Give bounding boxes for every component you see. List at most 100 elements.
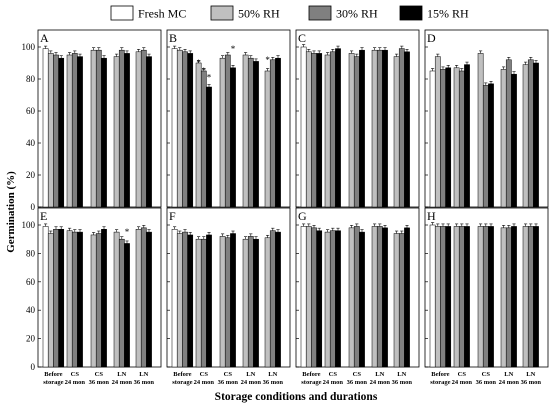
bar	[135, 51, 142, 208]
significance-marker: *	[231, 44, 236, 54]
x-tick-label: 24 mon	[112, 379, 133, 386]
significance-marker: *	[202, 66, 207, 76]
panel-b: *****B	[166, 29, 291, 208]
x-tick-label: CS	[95, 371, 104, 378]
significance-marker: *	[196, 58, 201, 68]
x-tick-label: LN	[504, 371, 513, 378]
x-tick-label: 36 mon	[89, 379, 110, 386]
bar	[371, 226, 378, 368]
x-tick-label: 36 mon	[218, 379, 239, 386]
bar	[171, 229, 178, 368]
bar	[124, 243, 130, 368]
x-tick-label: 36 mon	[521, 379, 542, 386]
panel-label: G	[298, 209, 307, 223]
bar	[242, 238, 249, 368]
x-tick-label: CS	[224, 371, 233, 378]
bar	[522, 226, 529, 368]
bar	[58, 229, 65, 368]
legend-swatch	[110, 5, 134, 21]
bar	[329, 51, 336, 208]
bar	[477, 53, 484, 208]
bar	[458, 70, 465, 208]
y-tick-label: 80	[26, 248, 36, 258]
bar	[311, 227, 317, 368]
bar	[224, 54, 231, 208]
bar	[90, 49, 97, 208]
bar	[146, 231, 152, 368]
y-tick-label: 40	[26, 138, 36, 148]
bar	[522, 64, 529, 208]
legend-swatch	[399, 5, 423, 21]
bar	[527, 226, 534, 368]
bar	[453, 226, 460, 368]
bar	[242, 54, 249, 208]
bar	[195, 238, 202, 368]
bar	[324, 54, 331, 208]
bar	[253, 238, 259, 368]
significance-marker: *	[265, 55, 270, 65]
bar	[253, 61, 259, 208]
x-tick-label: 24 mon	[65, 379, 86, 386]
bar	[206, 86, 212, 208]
x-tick-label: storage	[301, 379, 321, 386]
bar	[275, 57, 281, 208]
bar	[353, 226, 360, 368]
bar	[95, 233, 102, 368]
bar	[382, 49, 388, 208]
bar	[66, 230, 73, 368]
bar	[440, 69, 446, 208]
bar	[353, 56, 360, 208]
bar	[53, 54, 59, 208]
x-tick-label: CS	[353, 371, 362, 378]
bar	[53, 229, 59, 368]
bar	[445, 67, 452, 208]
bar	[219, 57, 226, 208]
panel-label: F	[169, 209, 176, 223]
x-tick-label: storage	[430, 379, 450, 386]
y-tick-label: 40	[26, 305, 36, 315]
bar	[195, 62, 202, 208]
bar	[482, 85, 489, 208]
bar	[300, 46, 307, 208]
x-tick-label: LN	[397, 371, 406, 378]
x-tick-label: LN	[117, 371, 126, 378]
bar	[511, 226, 517, 368]
bar	[404, 51, 410, 208]
bar	[429, 224, 436, 368]
bar	[500, 227, 507, 368]
bar	[77, 231, 83, 368]
bar	[118, 49, 125, 208]
bar	[329, 230, 336, 368]
bar	[124, 53, 130, 208]
bar	[348, 227, 355, 368]
bar	[505, 227, 512, 368]
bar	[182, 231, 188, 368]
bar	[187, 234, 194, 368]
x-tick-label: 24 mon	[323, 379, 344, 386]
bar	[376, 49, 383, 208]
x-tick-label: 24 mon	[241, 379, 262, 386]
x-tick-label: 36 mon	[476, 379, 497, 386]
y-tick-label: 0	[31, 202, 36, 212]
significance-marker: *	[125, 227, 130, 237]
bar	[359, 231, 365, 368]
legend-label: 50% RH	[238, 7, 280, 21]
bar	[434, 56, 441, 208]
x-tick-label: storage	[172, 379, 192, 386]
legend-label: 15% RH	[427, 7, 469, 21]
bar	[176, 49, 183, 208]
legend-swatch	[308, 5, 332, 21]
y-tick-label: 100	[22, 220, 36, 230]
bar	[533, 62, 539, 208]
x-tick-label: LN	[526, 371, 535, 378]
legend: Fresh MC 50% RH 30% RH 15% RH	[110, 5, 469, 21]
x-tick-label: LN	[375, 371, 384, 378]
bar	[47, 233, 54, 368]
legend-label: Fresh MC	[138, 7, 186, 21]
bar	[264, 70, 271, 208]
x-tick-label: CS	[329, 371, 338, 378]
